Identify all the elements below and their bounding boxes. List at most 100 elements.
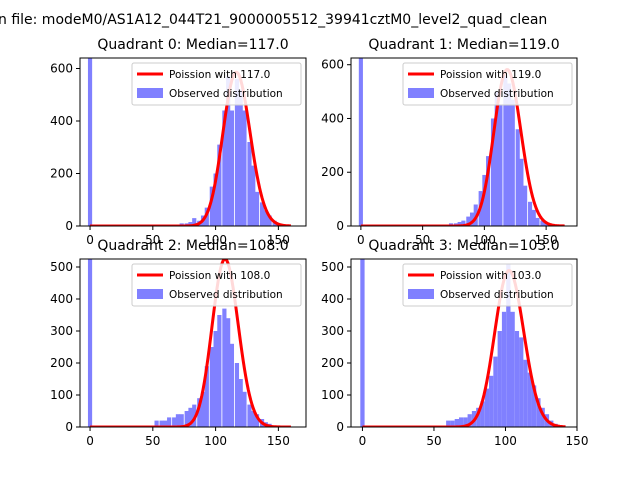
histogram-bar: [519, 337, 524, 427]
histogram-bar: [498, 105, 503, 226]
legend-entry-observed: Observed distribution: [169, 289, 283, 301]
x-tick-label: 0: [357, 233, 365, 247]
legend-box: [131, 263, 302, 307]
histogram-bar: [154, 420, 159, 427]
histogram-bar: [467, 414, 472, 427]
histogram-bar: [192, 218, 197, 226]
histogram-bar: [494, 91, 499, 226]
histogram-bar: [247, 142, 252, 226]
y-tick-label: 0: [336, 420, 344, 434]
y-tick-label: 600: [321, 58, 344, 72]
legend-entry-poisson: Poission with 119.0: [440, 69, 541, 81]
histogram-bar: [446, 420, 451, 427]
histogram-bar: [531, 385, 537, 427]
legend-entry-observed: Observed distribution: [169, 88, 283, 100]
x-tick-label: 150: [535, 233, 558, 247]
plot-area: [358, 58, 565, 226]
histogram-bar: [175, 414, 181, 427]
y-tick-label: 0: [65, 219, 73, 233]
histogram-bar: [259, 202, 265, 226]
histogram-bar: [254, 414, 260, 427]
histogram-bar: [536, 398, 541, 427]
histogram-bar: [510, 311, 515, 427]
x-tick-label: 0: [86, 233, 94, 247]
plot-area: [87, 259, 292, 427]
axes-frame: [79, 258, 307, 428]
histogram-bar: [200, 391, 206, 427]
x-tick-label: 100: [473, 233, 496, 247]
x-tick-label: 50: [145, 233, 160, 247]
x-tick-label: 100: [204, 434, 227, 448]
y-tick-label: 0: [65, 420, 73, 434]
poisson-curve: [362, 269, 566, 427]
x-tick-label: 50: [415, 233, 430, 247]
histogram-bar: [172, 417, 177, 427]
histogram-bar: [217, 144, 222, 226]
legend: Poission with 117.0 Observed distribution: [131, 62, 302, 106]
x-tick-label: 100: [494, 434, 517, 448]
histogram-bar: [238, 379, 243, 427]
x-tick-label: 50: [426, 434, 441, 448]
histogram-bar: [179, 414, 184, 427]
histogram-bar: [458, 417, 464, 427]
histogram-bar: [263, 210, 268, 226]
histogram-bar: [247, 404, 252, 427]
y-tick-label: 300: [321, 324, 344, 338]
histogram-bar: [527, 372, 532, 427]
y-tick-label: 400: [321, 111, 344, 125]
legend: Poission with 119.0 Observed distribution: [402, 62, 573, 106]
histogram-bar: [461, 220, 466, 226]
histogram-bar: [523, 359, 528, 427]
legend-swatch-hist: [137, 88, 163, 98]
histogram-bar: [213, 173, 218, 226]
histogram-bar: [209, 347, 214, 427]
histogram-bar: [204, 366, 209, 427]
legend-box: [131, 62, 302, 106]
histogram-bar: [501, 311, 507, 427]
histogram-bar: [87, 58, 93, 226]
legend: Poission with 108.0 Observed distribution: [131, 263, 302, 307]
legend-swatch-hist: [137, 289, 163, 299]
legend-box: [402, 263, 573, 307]
histogram-bar: [229, 343, 235, 427]
panel-title: Quadrant 0: Median=117.0: [97, 37, 288, 53]
legend-entry-poisson: Poission with 103.0: [440, 270, 541, 282]
histogram-bar: [503, 75, 508, 226]
y-tick-label: 200: [321, 165, 344, 179]
histogram-bar: [544, 223, 549, 226]
panels: 0 50 100 150 0 200 400 600 Quadrant 0: Median=11…: [50, 37, 588, 448]
histogram-bar: [213, 331, 218, 427]
panel-title: Quadrant 2: Median=108.0: [97, 238, 288, 254]
histogram-bar: [226, 318, 231, 427]
x-tick-label: 50: [145, 434, 160, 448]
x-tick-label: 100: [204, 233, 227, 247]
x-tick-label: 0: [359, 434, 367, 448]
y-tick-label: 0: [336, 219, 344, 233]
histogram-bar: [523, 185, 528, 226]
panel-title: Quadrant 1: Median=119.0: [368, 37, 559, 53]
histogram-bar: [197, 398, 202, 427]
y-tick-label: 600: [50, 62, 73, 76]
histogram-bar: [489, 375, 494, 427]
histogram-bar: [493, 356, 498, 427]
histogram-bar: [466, 216, 471, 226]
histogram-bar: [217, 315, 222, 427]
quadrant-1-panel: 0 50 100 150 0 200 400 600 Quadrant 1: Median=11…: [321, 37, 578, 247]
histogram-bar: [490, 118, 496, 226]
histogram-bar: [457, 221, 462, 226]
quadrant-2-panel: 0 50 100 150 0 100 200 300 400 500 Quadrant 2: Med…: [50, 238, 307, 448]
histogram-bar: [234, 79, 240, 226]
y-tick-label: 200: [50, 167, 73, 181]
histogram-bar: [450, 420, 455, 427]
x-tick-label: 0: [86, 434, 94, 448]
legend-swatch-hist: [408, 289, 434, 299]
histogram-bar: [163, 420, 168, 427]
histogram-bar: [484, 388, 490, 427]
legend-swatch-hist: [408, 88, 434, 98]
histogram-bar: [251, 165, 256, 226]
legend-entry-observed: Observed distribution: [440, 88, 554, 100]
axes-frame: [350, 57, 578, 227]
quadrant-3-panel: 0 50 100 150 0 100 200 300 400 500 Quadrant 3: Med…: [321, 238, 588, 448]
histogram-bar: [222, 308, 227, 427]
y-tick-label: 400: [50, 114, 73, 128]
